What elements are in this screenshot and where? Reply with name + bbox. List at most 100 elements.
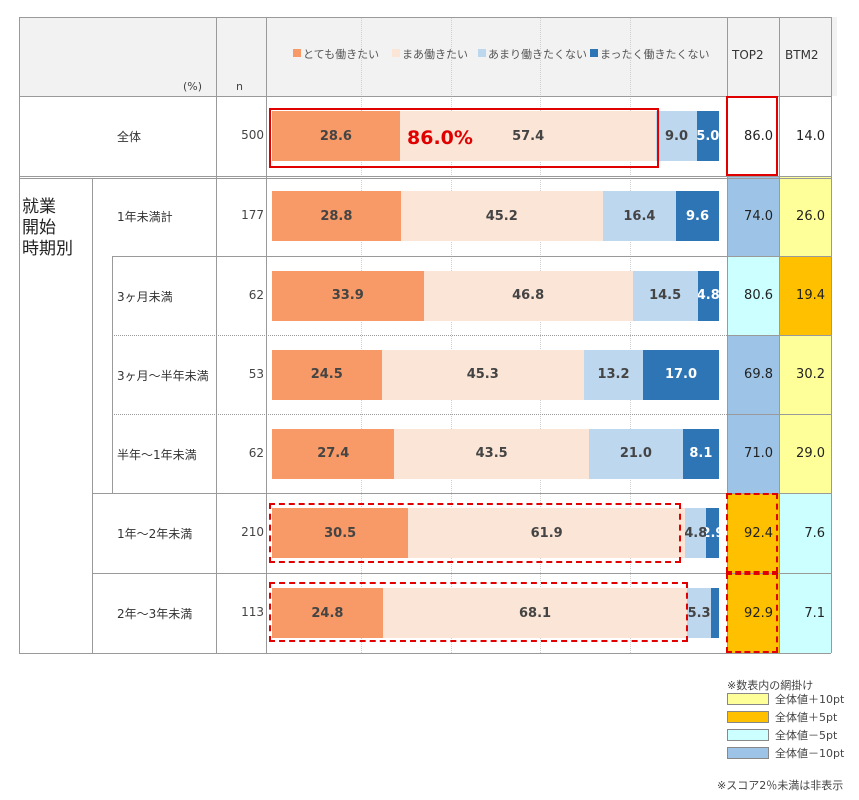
bar-segment: 4.8 [685, 508, 707, 558]
bar-segment: 45.2 [400, 191, 603, 241]
highlight-box-1to2-bar [269, 503, 681, 563]
bar-segment: 68.1 [382, 588, 688, 638]
callout-total-top2: 86.0% [407, 127, 473, 149]
v-border [727, 17, 728, 653]
bar-segment: 27.4 [272, 428, 395, 479]
v-border [92, 178, 93, 653]
h-border [92, 493, 831, 494]
shading-legend-title: ※数表内の網掛け [727, 679, 814, 692]
bar-segment: 46.8 [423, 270, 633, 321]
group-label-line-3: 時期別 [22, 239, 73, 259]
btm2-header: BTM2 [785, 48, 819, 62]
btm2-cell: 7.1 [779, 573, 831, 653]
bar-segment: 8.1 [682, 428, 719, 479]
bar-segment: 21.0 [588, 428, 683, 479]
highlight-box-total-top2 [726, 96, 778, 176]
row-n: 177 [241, 208, 264, 222]
top2-cell: 86.0 [727, 96, 779, 176]
h-border [19, 176, 831, 177]
group-label: 就業 開始 時期別 [22, 197, 73, 260]
bar-segment: 28.8 [272, 191, 401, 241]
unit-label: (%) [183, 80, 203, 93]
highlight-box-total-bar [269, 108, 659, 168]
top2-header: TOP2 [732, 48, 764, 62]
legend-swatch-2 [392, 49, 400, 57]
table-bottom-border [19, 653, 831, 654]
highlight-box-2to3-top2 [726, 573, 778, 653]
group-label-line-1: 就業 [22, 197, 56, 217]
btm2-cell: 29.0 [779, 414, 831, 493]
shade-swatch [727, 711, 769, 723]
shade-label: 全体値－10pt [775, 747, 845, 760]
footnote: ※スコア2％未満は非表示 [717, 779, 844, 792]
top2-cell: 69.8 [727, 335, 779, 414]
n-header: n [236, 80, 243, 93]
legend-swatch-1 [293, 49, 301, 57]
row-label: 1年～2年未満 [117, 527, 193, 541]
legend-label-2: まあ働きたい [402, 48, 468, 61]
row-label: 全体 [117, 130, 142, 144]
table-right-border [831, 17, 832, 653]
v-border [779, 17, 780, 653]
legend-label-1: とても働きたい [303, 48, 380, 61]
h-border [19, 178, 831, 179]
row-n: 62 [248, 287, 264, 302]
highlight-box-1to2-top2 [726, 493, 778, 573]
h-border [92, 573, 831, 574]
btm2-cell: 7.6 [779, 493, 831, 573]
row-n: 53 [248, 366, 264, 381]
group-label-line-2: 開始 [22, 218, 56, 238]
bar-segment [710, 588, 719, 638]
row-n: 210 [241, 525, 264, 539]
dotted-border [112, 414, 727, 415]
btm2-cell: 26.0 [779, 176, 831, 256]
bar-segment: 17.0 [643, 349, 719, 400]
bar-segment: 45.3 [381, 349, 584, 400]
shade-label: 全体値＋10pt [775, 693, 845, 706]
bar-segment: 33.9 [272, 270, 424, 321]
shade-swatch [727, 693, 769, 705]
bar-segment: 61.9 [408, 508, 686, 558]
row-n: 113 [241, 605, 264, 619]
legend-swatch-4 [590, 49, 598, 57]
top2-cell: 80.6 [727, 256, 779, 335]
v-border [266, 17, 267, 653]
row-n: 500 [241, 128, 264, 142]
bar-segment: 5.3 [687, 588, 711, 638]
dotted-border [112, 335, 727, 336]
row-n: 62 [248, 445, 264, 460]
h-border [19, 96, 831, 97]
shade-swatch [727, 747, 769, 759]
bar-segment: 24.5 [272, 349, 382, 400]
v-border [216, 17, 217, 653]
bar-segment: 57.4 [399, 111, 657, 161]
shade-swatch [727, 729, 769, 741]
btm2-cell: 19.4 [779, 256, 831, 335]
legend-label-4: まったく働きたくない [600, 48, 710, 61]
table-top-border [19, 17, 831, 18]
highlight-box-2to3-bar [269, 582, 688, 642]
legend-swatch-3 [478, 49, 486, 57]
btm2-cell: 14.0 [779, 96, 831, 176]
bar-segment: 2.9 [706, 508, 720, 558]
h-border [112, 256, 831, 257]
table-left-border [19, 17, 20, 653]
shade-label: 全体値＋5pt [775, 711, 838, 724]
bar-segment: 5.0 [696, 111, 719, 161]
legend-label-3: あまり働きたくない [488, 48, 587, 61]
bar-segment: 4.8 [697, 270, 719, 321]
v-border [112, 256, 113, 493]
bar-segment: 30.5 [272, 508, 409, 558]
bar-segment: 14.5 [632, 270, 698, 321]
row-label: 1年未満計 [117, 210, 173, 224]
row-label: 半年～1年未満 [117, 447, 197, 462]
bar-segment: 24.8 [272, 588, 383, 638]
top2-cell: 71.0 [727, 414, 779, 493]
shade-label: 全体値－5pt [775, 729, 838, 742]
bar-segment: 9.0 [656, 111, 697, 161]
bar-segment: 28.6 [272, 111, 400, 161]
btm2-cell: 30.2 [779, 335, 831, 414]
top2-cell: 92.4 [727, 493, 779, 573]
header-background [19, 17, 837, 96]
top2-cell: 92.9 [727, 573, 779, 653]
